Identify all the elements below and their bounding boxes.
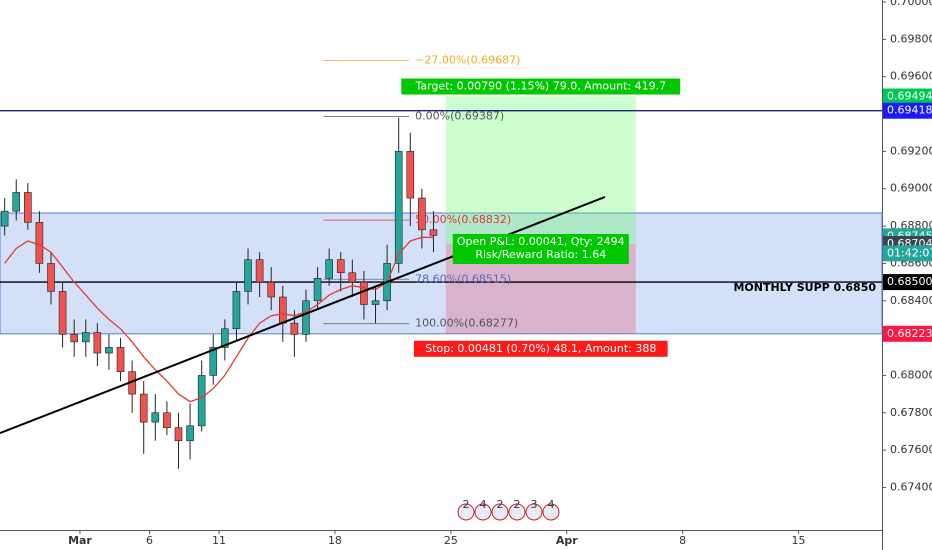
y-tick-label: 0.67800 (890, 406, 932, 419)
candle-body (209, 347, 218, 376)
x-tick-label: 8 (679, 534, 686, 547)
price-tag: 0.69494 (887, 90, 932, 103)
fib-label: 78.60%(0.68515) (415, 272, 511, 285)
countdown-box (883, 245, 932, 262)
x-tick-label: 18 (328, 534, 342, 547)
price-tag: 0.68223 (887, 327, 932, 340)
price-tag: 0.69418 (887, 104, 932, 117)
support-zone (0, 212, 883, 335)
event-label: 2 (514, 498, 521, 511)
event-icon (542, 503, 560, 521)
candle-body (151, 412, 160, 423)
candle-body (24, 192, 32, 223)
candle-body (371, 300, 380, 305)
candle-body (116, 347, 125, 372)
candle-body (255, 259, 264, 283)
candle-body (139, 393, 148, 423)
price-tag-box (883, 274, 932, 291)
price-tag: 0.68500 (887, 275, 932, 288)
rr-label: Risk/Reward Ratio: 1.64 (475, 248, 606, 261)
fib-label: −27.00%(0.69687) (415, 53, 520, 66)
candle-body (348, 272, 357, 283)
candle-body (93, 332, 102, 354)
candle-body (290, 322, 299, 335)
candle-body (70, 334, 78, 343)
pnl-label: Open P&L: 0.00041, Qty: 2494 (457, 235, 625, 248)
event-label: 3 (531, 498, 538, 511)
candle-body (197, 375, 206, 427)
x-tick-label: 6 (146, 534, 153, 547)
candle-body (394, 151, 403, 264)
fib-label: 100.00%(0.68277) (415, 317, 518, 330)
event-icon (508, 503, 526, 521)
x-tick-label: 15 (792, 534, 806, 547)
fib-label: 0.00%(0.69387) (415, 109, 504, 122)
price-tag-box (883, 102, 932, 119)
candle-body (163, 412, 171, 428)
candle-body (267, 281, 276, 298)
event-label: 2 (463, 498, 470, 511)
candle-body (313, 278, 322, 302)
price-tag-box (883, 325, 932, 342)
candle-body (360, 281, 368, 305)
event-icon (525, 503, 543, 521)
candle-body (418, 197, 426, 231)
candle-body (244, 259, 252, 292)
x-tick-label: 11 (212, 534, 226, 547)
candle-body (0, 210, 9, 227)
candle-body (406, 151, 415, 199)
moving-average (4, 236, 434, 403)
stop-label-box (413, 340, 668, 357)
candle-body (336, 259, 345, 274)
fib-label: 50.00%(0.68832) (415, 213, 511, 226)
level-label: MONTHLY SUPP 0.6850 (733, 281, 876, 294)
x-tick-label: Mar (68, 534, 92, 547)
target-label-box (401, 78, 681, 95)
event-label: 4 (480, 498, 487, 511)
candle-body (429, 229, 438, 236)
y-tick-label: 0.69600 (890, 70, 932, 83)
candle-body (58, 291, 67, 335)
y-tick-label: 0.69800 (890, 32, 932, 45)
candle-body (47, 263, 55, 292)
y-tick-label: 0.69200 (890, 144, 932, 157)
event-label: 2 (497, 498, 504, 511)
candle-body (232, 291, 241, 330)
candle-body (278, 296, 287, 324)
event-icon (474, 503, 492, 521)
x-tick-label: Apr (556, 534, 578, 547)
candle-body (105, 347, 113, 354)
y-tick-label: 0.67400 (890, 480, 932, 493)
y-tick-label: 0.69000 (890, 182, 932, 195)
event-label: 4 (548, 498, 555, 511)
stop-label: Stop: 0.00481 (0.70%) 48.1, Amount: 388 (425, 342, 656, 355)
event-icon (491, 503, 509, 521)
candle-body (325, 259, 333, 279)
candle-body (12, 192, 21, 212)
x-tick-label: 25 (444, 534, 458, 547)
price-tag-box (883, 88, 932, 105)
y-tick-label: 0.68000 (890, 368, 932, 381)
candle-body (81, 332, 90, 343)
pnl-box (452, 233, 629, 264)
candle-body (221, 328, 229, 348)
event-icon (457, 503, 475, 521)
y-tick-label: 0.70000 (890, 0, 932, 8)
candle-body (186, 425, 194, 442)
y-tick-label: 0.68400 (890, 294, 932, 307)
countdown: 01:42:07 (887, 246, 932, 259)
candle-body (35, 222, 44, 264)
target-label: Target: 0.00790 (1.15%) 79.0, Amount: 41… (414, 80, 666, 93)
target-area (445, 96, 636, 244)
y-tick-label: 0.67600 (890, 443, 932, 456)
candle-body (174, 427, 183, 442)
candle-body (302, 300, 310, 335)
